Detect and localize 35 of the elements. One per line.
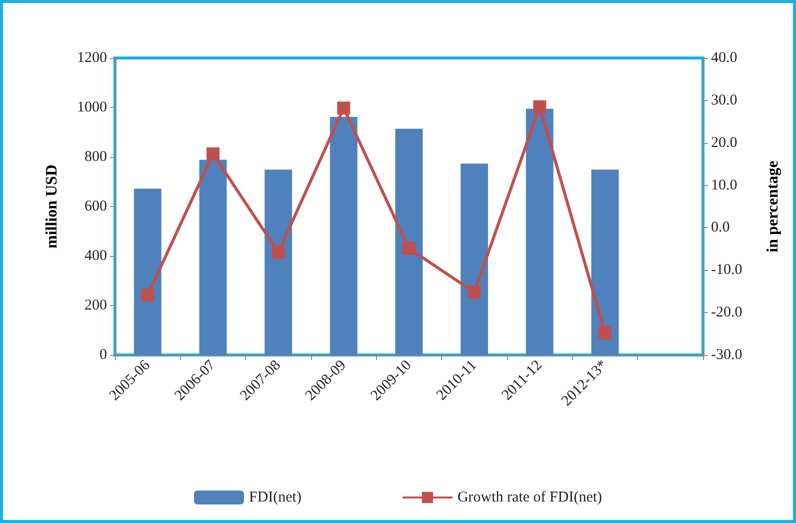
bar (591, 170, 619, 355)
point (337, 102, 350, 115)
y2-tick-label: 10.0 (711, 177, 738, 194)
y2-tick-label: 0.0 (711, 220, 730, 236)
bar (264, 170, 292, 355)
point (598, 326, 612, 340)
y-tick-label: 1000 (77, 100, 107, 116)
point (206, 147, 220, 160)
y-tick-label: 600 (84, 198, 107, 214)
bar (330, 116, 358, 355)
bar (395, 128, 423, 355)
y-tick-label: 0 (100, 347, 107, 363)
y2-tick-label: 30.0 (711, 92, 738, 108)
y2-tick-label: -10.0 (711, 262, 742, 278)
point (533, 100, 546, 114)
y2-axis-title: in percentage (764, 160, 782, 252)
y-tick-label: 200 (84, 298, 107, 314)
y2-tick-label: 20.0 (711, 134, 738, 151)
y-tick-label: 1200 (77, 50, 107, 66)
y-tick-label: 400 (84, 248, 107, 264)
point (402, 242, 416, 256)
legend-label: Growth rate of FDI(net) (457, 490, 602, 506)
point (272, 246, 285, 259)
y2-tick-label: 40.0 (711, 50, 738, 66)
point (141, 288, 154, 302)
y-tick-label: 800 (84, 149, 107, 165)
y2-tick-label: -30.0 (711, 347, 742, 363)
legend-label: FDI(net) (248, 490, 302, 506)
y2-tick-label: -20.0 (711, 304, 742, 321)
bar (526, 108, 554, 355)
point (468, 286, 481, 299)
bar (199, 160, 227, 355)
bar (460, 164, 488, 355)
bar (134, 188, 162, 355)
y-axis-title: million USD (44, 164, 60, 249)
